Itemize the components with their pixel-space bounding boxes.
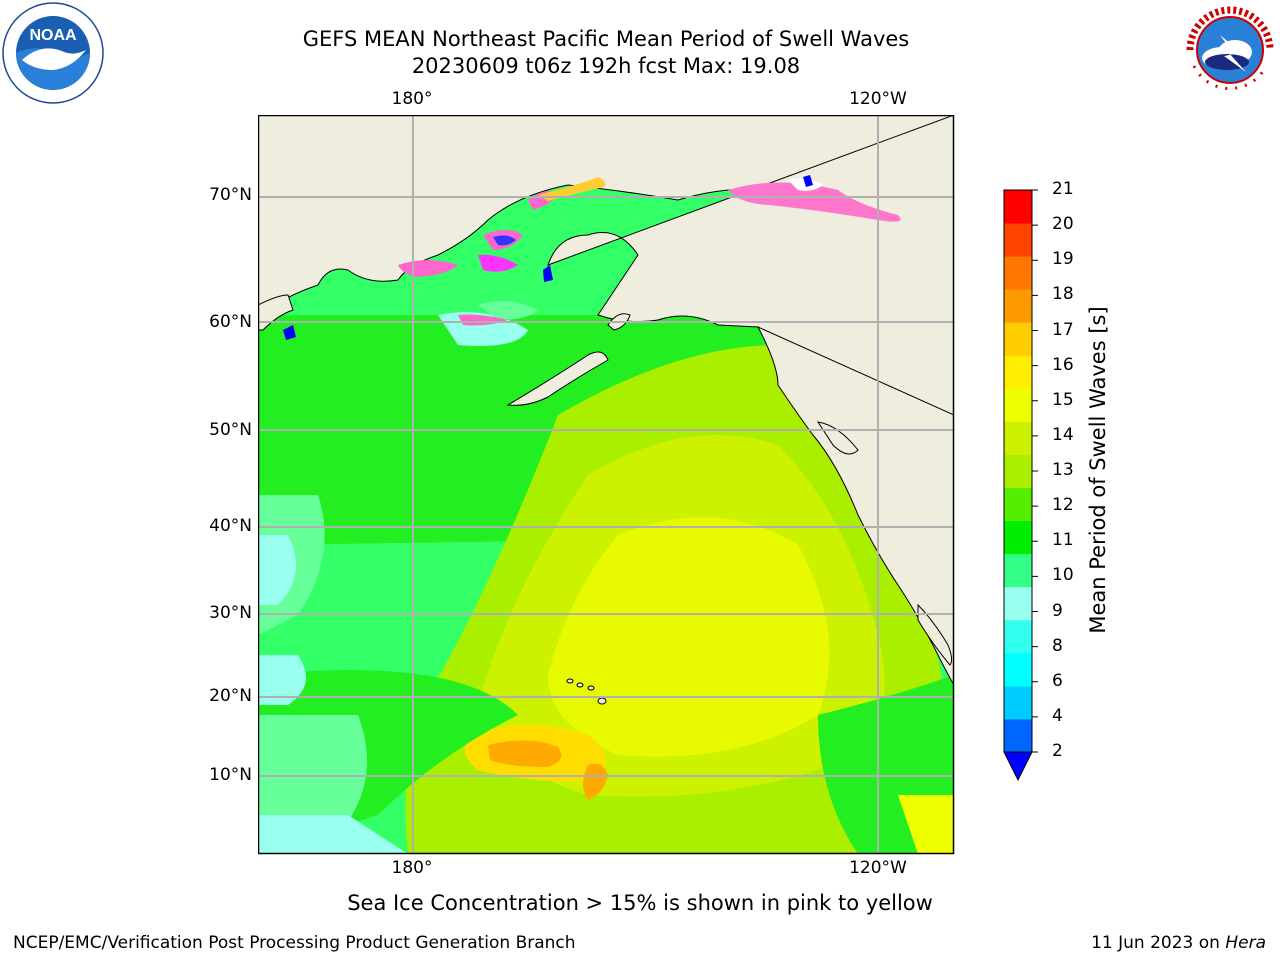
colorbar-segment [1004,718,1032,753]
colorbar-tick-label: 18 [1052,284,1074,305]
lat-label-20n: 20°N [209,686,252,706]
lat-label-60n: 60°N [209,312,252,332]
colorbar-segment [1004,652,1032,687]
noaa-logo: NOAA [2,2,104,104]
colorbar-segment [1004,190,1032,224]
colorbar-tick-label: 8 [1052,635,1063,656]
colorbar-tick-label: 15 [1052,389,1074,410]
colorbar-segment [1004,388,1032,422]
colorbar-segment [1004,355,1032,389]
lat-label-70n: 70°N [209,185,252,205]
colorbar-tick-label: 9 [1052,600,1063,621]
colorbar-segment [1004,619,1032,654]
colorbar-label: Mean Period of Swell Waves [s] [1086,306,1110,634]
colorbar-tick-label: 12 [1052,495,1074,516]
colorbar-tick-label: 4 [1052,705,1063,726]
colorbar-tick-label: 16 [1052,354,1074,375]
sea-ice-note: Sea Ice Concentration > 15% is shown in … [347,891,933,915]
footer-credit: NCEP/EMC/Verification Post Processing Pr… [13,933,576,953]
lon-label-bottom-180: 180° [391,858,433,878]
colorbar-tick-label: 19 [1052,249,1074,270]
colorbar-segment [1004,256,1032,290]
colorbar-segment [1004,520,1032,555]
footer-date: 11 Jun 2023 on Hera [1091,933,1266,953]
colorbar-tick-label: 21 [1052,179,1074,199]
colorbar-segment [1004,586,1032,621]
colorbar-segment [1004,553,1032,588]
lon-label-top-120w: 120°W [849,89,907,109]
svg-text:NOAA: NOAA [29,27,77,44]
colorbar [1003,189,1038,782]
colorbar-tick-label: 14 [1052,424,1074,445]
colorbar-segment [1004,223,1032,257]
colorbar-segment [1004,454,1032,489]
colorbar-segment [1004,685,1032,720]
chart-subtitle: 20230609 t06z 192h fcst Max: 19.08 [411,54,801,78]
lat-label-10n: 10°N [209,765,252,785]
colorbar-segment [1004,322,1032,356]
colorbar-segment [1004,421,1032,455]
lat-label-30n: 30°N [209,603,252,623]
colorbar-underflow [1003,751,1033,782]
colorbar-tick-label: 20 [1052,214,1074,235]
footer-machine: Hera [1225,933,1266,953]
colorbar-tick-label: 17 [1052,319,1074,340]
colorbar-tick-label: 2 [1052,741,1063,761]
colorbar-tick-label: 6 [1052,670,1063,691]
colorbar-tick-label: 13 [1052,460,1074,480]
lat-label-50n: 50°N [209,420,252,440]
chart-title: GEFS MEAN Northeast Pacific Mean Period … [302,27,910,51]
colorbar-tick-label: 11 [1052,530,1074,551]
nws-logo [1182,2,1278,98]
lat-label-40n: 40°N [209,516,252,536]
footer-date-text: 11 Jun 2023 on [1091,933,1226,953]
colorbar-segment [1004,289,1032,323]
swell-period-map [258,115,955,855]
colorbar-segment [1004,487,1032,522]
lon-label-bottom-120w: 120°W [849,858,907,878]
lon-label-top-180: 180° [391,89,433,109]
colorbar-tick-label: 10 [1052,565,1074,586]
